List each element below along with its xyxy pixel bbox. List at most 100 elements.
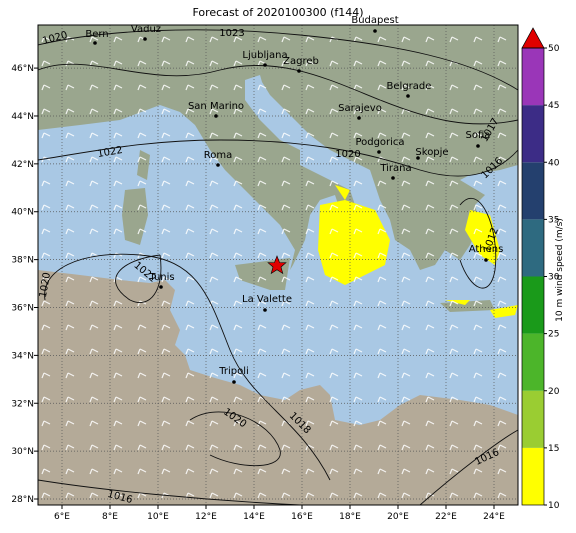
- wind-barb: [449, 180, 459, 187]
- wind-barb: [497, 156, 507, 163]
- wind-barb: [305, 60, 315, 67]
- wind-barb: [233, 324, 243, 331]
- wind-barb: [305, 420, 315, 427]
- wind-barb: [473, 36, 483, 43]
- wind-barb: [353, 444, 363, 451]
- wind-barb: [353, 204, 363, 211]
- wind-barb: [401, 324, 411, 331]
- wind-barb: [41, 348, 51, 355]
- wind-barb: [41, 60, 51, 67]
- wind-barb: [65, 444, 75, 451]
- wind-barb: [41, 324, 51, 331]
- wind-barb: [89, 132, 99, 139]
- wind-barb: [233, 60, 243, 67]
- wind-barb: [449, 252, 459, 259]
- wind-barb: [41, 180, 51, 187]
- lon-tick-label: 12°E: [195, 512, 217, 522]
- wind-barb: [377, 204, 387, 211]
- wind-barb: [185, 396, 195, 403]
- wind-barb: [329, 324, 339, 331]
- wind-barb: [209, 348, 219, 355]
- wind-barb: [65, 348, 75, 355]
- wind-barb: [497, 204, 507, 211]
- wind-barb: [161, 108, 171, 115]
- colorbar-tick-label: 40: [548, 158, 560, 168]
- wind-barb: [41, 252, 51, 259]
- wind-barb: [137, 204, 147, 211]
- wind-barb: [161, 204, 171, 211]
- sardinia: [122, 188, 148, 245]
- wind-barb: [497, 252, 507, 259]
- wind-barb: [161, 468, 171, 475]
- wind-barb: [473, 132, 483, 139]
- wind-barb: [401, 84, 411, 91]
- wind-barb: [89, 204, 99, 211]
- wind-barb: [113, 300, 123, 307]
- wind-barb: [185, 444, 195, 451]
- marker-star: [267, 255, 287, 275]
- wind-barb: [137, 444, 147, 451]
- colorbar: 10 15 20 25 30 35 40 45 50: [521, 27, 560, 511]
- wind-barb: [473, 228, 483, 235]
- city-label: Skopje: [415, 147, 448, 158]
- wind-barb: [257, 492, 267, 499]
- wind-barb: [257, 132, 267, 139]
- wind-barb: [305, 252, 315, 259]
- wind-barb: [233, 348, 243, 355]
- wind-barb: [497, 348, 507, 355]
- wind-barb: [449, 132, 459, 139]
- wind-barb: [497, 108, 507, 115]
- wind-barb: [353, 324, 363, 331]
- wind-barb: [65, 108, 75, 115]
- wind-barb: [425, 276, 435, 283]
- wind-barb: [257, 108, 267, 115]
- wind-barb: [161, 84, 171, 91]
- wind-barb: [65, 204, 75, 211]
- wind-barb: [137, 180, 147, 187]
- wind-barb: [209, 36, 219, 43]
- wind-barb: [377, 444, 387, 451]
- city-label: Tunis: [148, 272, 174, 283]
- wind-barb: [137, 468, 147, 475]
- wind-barb: [329, 300, 339, 307]
- wind-barb: [161, 444, 171, 451]
- city-dot: [377, 150, 381, 154]
- colorbar-segment: [522, 162, 544, 220]
- wind-barb: [425, 324, 435, 331]
- wind-barb: [473, 396, 483, 403]
- wind-barb: [257, 180, 267, 187]
- lon-tick-label: 18°E: [339, 512, 361, 522]
- wind-barb: [473, 468, 483, 475]
- wind-barb: [377, 348, 387, 355]
- colorbar-segment: [522, 48, 544, 106]
- wind-barb: [401, 492, 411, 499]
- wind-barb: [353, 372, 363, 379]
- lon-tick-label: 6°E: [54, 512, 70, 522]
- wind-barb: [233, 204, 243, 211]
- wind-barb: [449, 468, 459, 475]
- wind-barb: [401, 276, 411, 283]
- lat-tick-label: 32°N: [11, 399, 34, 409]
- wind-barb: [473, 180, 483, 187]
- wind-barb: [329, 156, 339, 163]
- wind-barb: [113, 204, 123, 211]
- wind-barb: [329, 84, 339, 91]
- wind-barb: [257, 468, 267, 475]
- lon-tick-label: 22°E: [435, 512, 457, 522]
- wind-barb: [113, 492, 123, 499]
- city-label: Tirana: [379, 163, 411, 174]
- wind-barb: [233, 396, 243, 403]
- wind-barb: [233, 444, 243, 451]
- wind-barb: [41, 468, 51, 475]
- city-dot: [263, 63, 267, 67]
- wind-barb: [113, 84, 123, 91]
- wind-barb: [209, 468, 219, 475]
- wind-barb: [401, 372, 411, 379]
- wind-barb: [185, 108, 195, 115]
- wind-barb: [65, 180, 75, 187]
- wind-barb: [401, 228, 411, 235]
- wind-barb: [329, 132, 339, 139]
- wind-barb: [353, 396, 363, 403]
- wind-barb: [65, 228, 75, 235]
